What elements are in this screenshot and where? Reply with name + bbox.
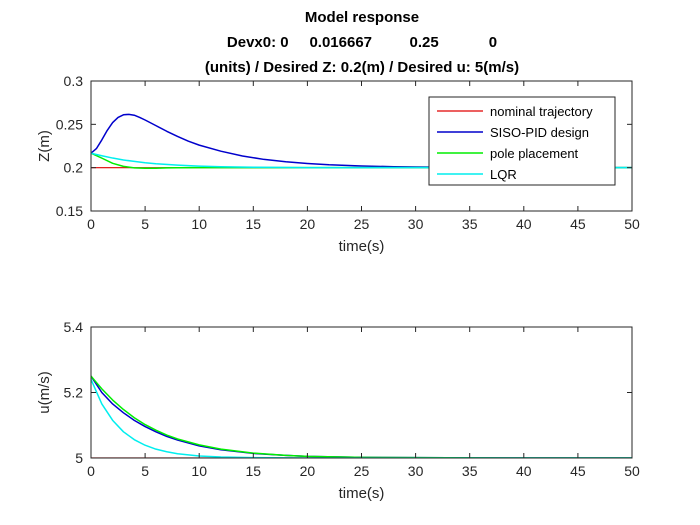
z-xtick-label: 15 xyxy=(246,216,262,232)
u-ytick-label: 5.4 xyxy=(64,319,84,335)
u-xtick-label: 15 xyxy=(246,463,262,479)
z-xaxis-label: time(s) xyxy=(339,238,385,255)
u-xtick-label: 40 xyxy=(516,463,532,479)
u-xtick-label: 0 xyxy=(87,463,95,479)
u-xtick-label: 30 xyxy=(408,463,424,479)
u-xaxis-label: time(s) xyxy=(339,485,385,502)
chart-title: Model response xyxy=(305,9,419,26)
u-xtick-label: 10 xyxy=(191,463,207,479)
z-xtick-label: 0 xyxy=(87,216,95,232)
legend: nominal trajectory SISO-PID design pole … xyxy=(428,96,616,186)
u-series-group xyxy=(91,375,632,458)
u-xtick-label: 20 xyxy=(300,463,316,479)
u-xtick-label: 50 xyxy=(624,463,640,479)
z-xtick-label: 10 xyxy=(191,216,207,232)
z-xtick-label: 30 xyxy=(408,216,424,232)
z-xtick-label: 5 xyxy=(141,216,149,232)
u-ytick-label: 5.2 xyxy=(64,385,84,401)
z-ytick-label: 0.2 xyxy=(64,160,84,176)
z-xtick-label: 50 xyxy=(624,216,640,232)
u-ytick-label: 5 xyxy=(75,450,83,466)
legend-label-nominal-trajectory: nominal trajectory xyxy=(490,104,593,119)
z-ytick-label: 0.25 xyxy=(56,116,83,132)
chart-subtitle-devx0: Devx0: 0 0.016667 0.25 0 xyxy=(227,34,497,51)
u-xtick-label: 25 xyxy=(354,463,370,479)
legend-label-siso-pid: SISO-PID design xyxy=(490,125,589,140)
u-xtick-label: 35 xyxy=(462,463,478,479)
z-xtick-label: 40 xyxy=(516,216,532,232)
legend-box xyxy=(428,96,616,186)
z-xtick-label: 20 xyxy=(300,216,316,232)
chart-subtitle-desired: (units) / Desired Z: 0.2(m) / Desired u:… xyxy=(205,59,519,76)
z-ytick-label: 0.15 xyxy=(56,203,83,219)
u-yaxis-label: u(m/s) xyxy=(36,371,53,414)
u-series-lqr xyxy=(91,379,632,458)
legend-label-pole-placement: pole placement xyxy=(490,146,579,161)
z-xtick-label: 25 xyxy=(354,216,370,232)
u-plot-area xyxy=(91,327,632,458)
z-series-siso-pid-design xyxy=(91,113,632,169)
z-xtick-label: 35 xyxy=(462,216,478,232)
z-series-lqr xyxy=(91,152,632,169)
u-xtick-label: 5 xyxy=(141,463,149,479)
z-ytick-label: 0.3 xyxy=(64,73,84,89)
z-xtick-label: 45 xyxy=(570,216,586,232)
z-yaxis-label: Z(m) xyxy=(36,130,53,162)
legend-label-lqr: LQR xyxy=(490,167,517,182)
u-xtick-label: 45 xyxy=(570,463,586,479)
